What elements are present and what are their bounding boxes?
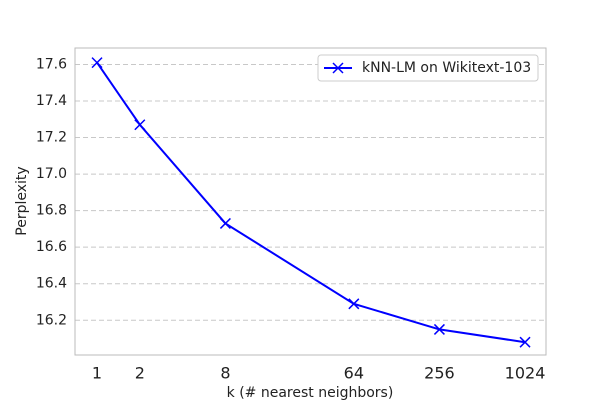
marker [348,298,360,310]
x-tick-label: 8 [220,364,230,383]
y-tick-label: 16.2 [36,312,67,328]
y-tick-label: 17.4 [36,93,67,109]
y-tick-label: 17.0 [36,166,67,182]
legend-box [317,54,539,82]
y-tick-label: 16.8 [36,203,67,219]
y-tick-label: 17.6 [36,56,67,72]
marker [519,336,531,348]
legend-label: kNN-LM on Wikitext-103 [362,60,531,76]
legend-marker [332,62,344,74]
x-tick-label: 256 [424,364,455,383]
y-tick-label: 16.6 [36,239,67,255]
x-tick-label: 2 [135,364,145,383]
marker [219,217,231,229]
y-tick-label: 17.2 [36,130,67,146]
line [96,62,526,344]
marker [91,57,103,69]
y-tick-label: 16.4 [36,276,67,292]
x-tick-label: 64 [344,364,364,383]
marker [433,323,445,335]
x-axis-label: k (# nearest neighbors) [227,385,394,401]
plot-frame [74,47,547,356]
x-tick-label: 1024 [505,364,546,383]
y-axis-label: Perplexity [14,166,30,235]
marker [134,119,146,131]
x-tick-label: 1 [92,364,102,383]
